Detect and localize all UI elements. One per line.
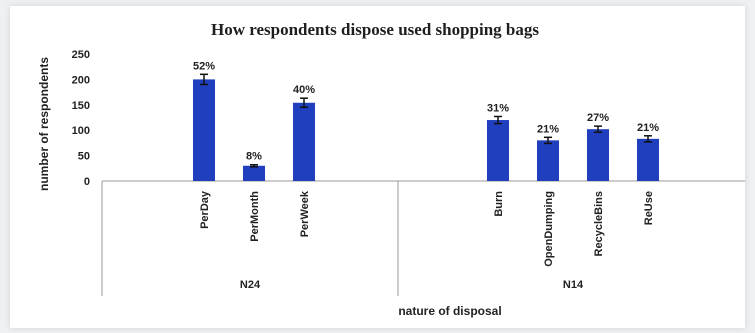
category-label-N14-RecycleBins: RecycleBins <box>593 191 605 256</box>
y-tick-label-3: 150 <box>72 100 90 112</box>
bar-N24-PerMonth <box>243 165 265 181</box>
data-label-N14-RecycleBins: 27% <box>587 112 609 124</box>
bar-N14-Burn <box>487 120 509 181</box>
data-label-N14-Burn: 31% <box>487 102 509 114</box>
chart-title: How respondents dispose used shopping ba… <box>211 20 539 39</box>
data-label-N14-ReUse: 21% <box>637 122 659 134</box>
chart-frame: How respondents dispose used shopping ba… <box>10 6 745 328</box>
bar-N24-PerDay <box>193 79 215 181</box>
bar-N14-RecycleBins <box>587 129 609 181</box>
data-label-N24-PerDay: 52% <box>193 60 215 72</box>
bar-N14-OpenDumping <box>537 140 559 181</box>
y-tick-label-4: 200 <box>72 74 90 86</box>
y-tick-label-5: 250 <box>72 49 90 61</box>
bar-N14-ReUse <box>637 138 659 181</box>
category-label-N24-PerDay: PerDay <box>199 190 211 229</box>
category-label-N24-PerWeek: PerWeek <box>299 190 311 237</box>
group-label-N24: N24 <box>240 279 261 291</box>
x-axis-title: nature of disposal <box>398 304 501 318</box>
y-tick-label-1: 50 <box>78 151 90 163</box>
y-axis-title: number of respondents <box>37 57 51 191</box>
bar-chart: How respondents dispose used shopping ba… <box>37 20 745 318</box>
category-label-N24-PerMonth: PerMonth <box>249 191 261 242</box>
category-label-N14-ReUse: ReUse <box>643 191 655 225</box>
bar-N24-PerWeek <box>293 102 315 181</box>
data-label-N24-PerMonth: 8% <box>246 151 262 163</box>
category-label-N14-OpenDumping: OpenDumping <box>543 191 555 267</box>
data-label-N14-OpenDumping: 21% <box>537 123 559 135</box>
plot-area: 0 50 100 150 200 250 52% PerDay 8% PerMonth 40% Per… <box>72 49 745 296</box>
category-label-N14-Burn: Burn <box>493 191 505 217</box>
y-tick-label-0: 0 <box>84 176 90 188</box>
group-label-N14: N14 <box>563 279 584 291</box>
y-tick-label-2: 100 <box>72 125 90 137</box>
data-label-N24-PerWeek: 40% <box>293 84 315 96</box>
